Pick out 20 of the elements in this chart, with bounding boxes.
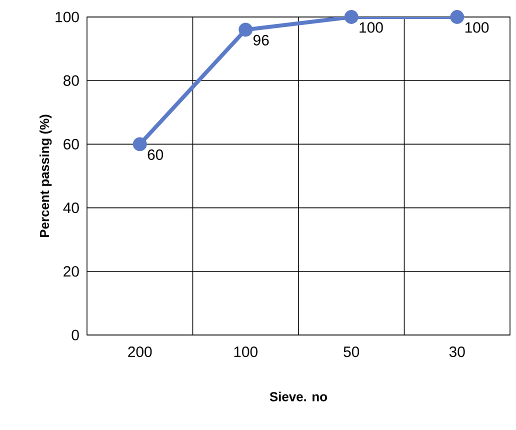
- y-tick-label: 20: [64, 266, 79, 277]
- y-axis-title: Percent passing (%): [40, 114, 52, 238]
- data-label: 60: [148, 149, 164, 160]
- point: [132, 137, 147, 152]
- y-tick-label: 0: [72, 330, 79, 340]
- y-tick-label: 100: [56, 12, 79, 22]
- x-axis-title: Sieve. no: [270, 392, 328, 402]
- x-tick-label: 100: [234, 346, 258, 358]
- data-label: 96: [254, 34, 269, 46]
- point: [238, 22, 253, 37]
- point: [344, 10, 358, 24]
- y-tick-label: 80: [64, 75, 79, 86]
- x-tick-label: 50: [344, 346, 360, 358]
- y-tick-label: 60: [64, 138, 79, 150]
- x-tick-label: 200: [128, 346, 152, 358]
- y-tick-label: 40: [63, 202, 79, 214]
- data-label: 100: [465, 22, 489, 33]
- data-label: 100: [360, 22, 383, 33]
- x-tick-label: 30: [449, 346, 465, 358]
- point: [450, 10, 464, 24]
